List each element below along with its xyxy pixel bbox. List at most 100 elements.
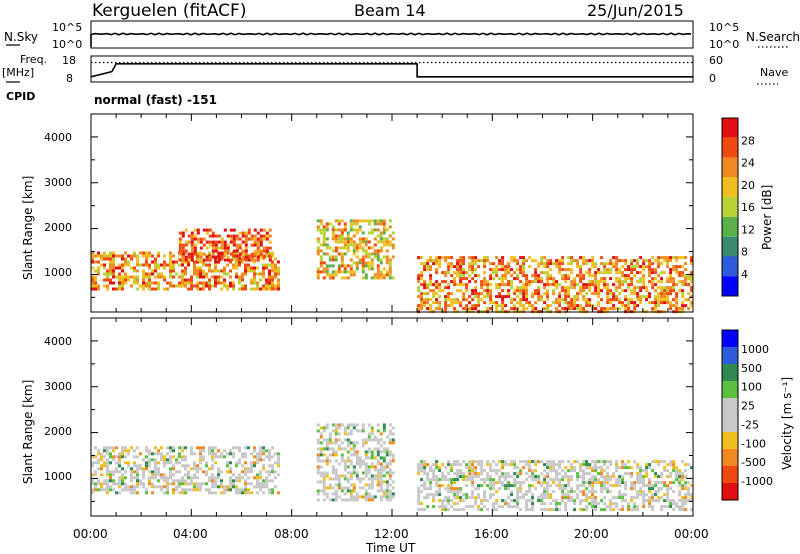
data-cell [420,478,424,482]
data-cell [474,499,478,503]
data-cell [666,484,670,488]
data-cell [507,487,511,491]
data-cell [591,487,595,491]
data-cell [142,467,145,471]
data-cell [591,469,595,473]
data-cell [319,474,323,478]
data-cell [385,492,389,496]
data-cell [361,264,365,268]
data-cell [681,478,685,482]
data-cell [618,490,622,494]
data-cell [268,251,271,255]
data-cell [256,251,259,255]
data-cell [385,258,389,262]
data-cell [277,455,280,459]
data-cell [205,461,208,465]
data-cell [361,462,365,466]
data-cell [343,426,347,430]
data-cell [645,493,649,497]
data-cell [139,251,142,255]
data-cell [480,463,484,467]
data-cell [238,488,241,492]
data-cell [268,458,271,462]
data-cell [549,496,553,500]
data-cell [648,268,652,272]
data-cell [238,287,241,291]
data-cell [579,292,583,296]
data-cell [630,472,634,476]
data-cell [471,469,475,473]
data-cell [346,465,350,469]
data-cell [178,243,182,247]
data-cell [648,280,652,284]
data-cell [654,271,658,275]
data-cell [429,466,433,470]
data-cell [480,484,484,488]
cpid-label: CPID [6,90,35,103]
data-cell [663,271,667,275]
data-cell [232,287,235,291]
data-cell [495,508,499,512]
data-cell [223,272,226,276]
data-cell [193,263,196,267]
data-cell [352,450,356,454]
data-cell [262,452,265,456]
data-cell [570,490,574,494]
data-cell [193,228,197,232]
data-cell [205,464,208,468]
nsky-tick-top: 10^5 [52,21,82,34]
data-cell [567,301,571,305]
data-cell [337,447,341,451]
data-cell [340,276,344,280]
data-cell [567,478,571,482]
data-cell [382,240,386,244]
data-cell [328,441,332,445]
data-cell [208,476,211,480]
data-cell [588,283,592,287]
data-cell [627,277,631,281]
data-cell [379,465,383,469]
data-cell [136,470,139,474]
data-cell [495,283,499,287]
data-cell [196,284,199,288]
data-cell [331,423,335,427]
data-cell [121,266,124,270]
data-cell [561,493,565,497]
data-cell [178,479,181,483]
data-cell [636,481,640,485]
data-cell [148,272,151,276]
data-cell [543,487,547,491]
data-cell [217,278,220,282]
data-cell [567,475,571,479]
data-cell [549,466,553,470]
data-cell [133,254,136,258]
data-cell [555,469,559,473]
data-cell [465,271,469,275]
data-cell [474,469,478,473]
data-cell [352,219,356,223]
data-cell [510,490,514,494]
data-cell [474,304,478,308]
data-cell [678,481,682,485]
data-cell [525,505,529,509]
data-cell [247,488,250,492]
data-cell [106,449,109,453]
data-cell [166,452,169,456]
data-cell [388,471,392,475]
data-cell [268,473,271,477]
data-cell [100,257,103,261]
data-cell [241,455,244,459]
data-cell [633,289,637,293]
data-cell [450,298,454,302]
data-cell [561,262,565,266]
data-cell [615,460,619,464]
data-cell [235,488,238,492]
data-cell [163,266,166,270]
data-cell [268,272,271,276]
colorbar-tick: 500 [741,362,762,375]
data-cell [118,479,121,483]
data-cell [654,475,658,479]
data-cell [235,476,238,480]
data-cell [118,263,121,267]
data-cell [633,484,637,488]
